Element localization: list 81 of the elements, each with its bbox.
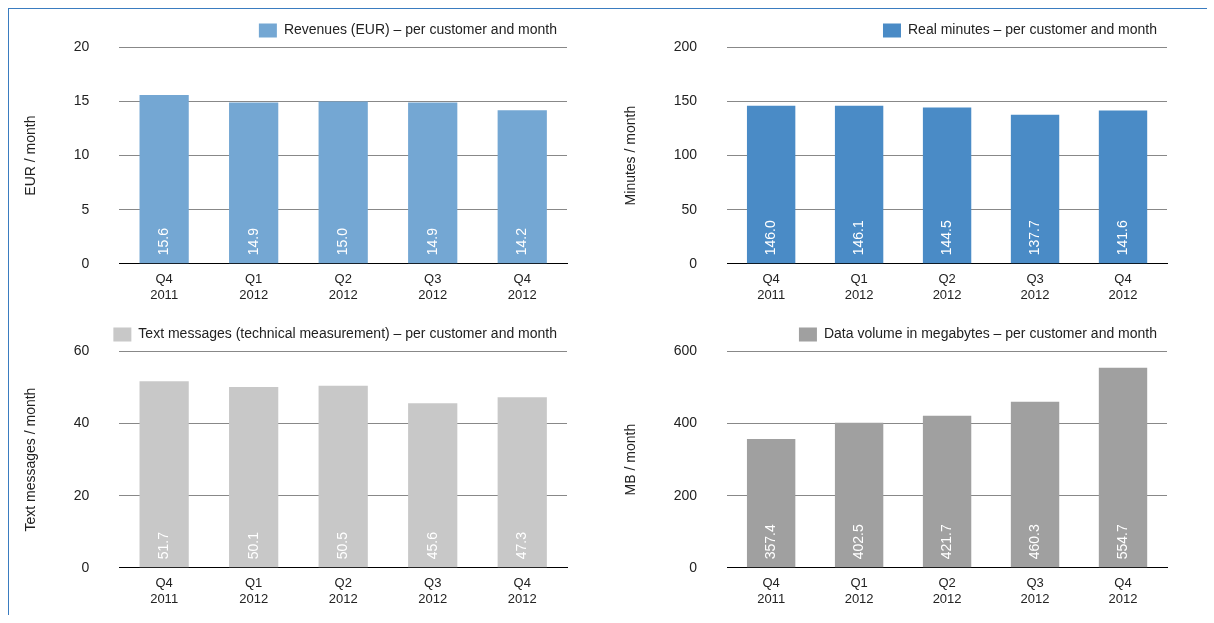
y-axis-title: Text messages / month — [22, 387, 39, 532]
data-label: 14.9 — [244, 227, 261, 256]
bar — [834, 105, 884, 264]
bar — [408, 102, 458, 264]
x-tick-label: Q3 2012 — [1020, 271, 1050, 302]
bar — [139, 95, 189, 264]
y-tick-label: 200 — [673, 486, 698, 503]
data-label: 14.9 — [423, 227, 440, 256]
y-tick-label: 15 — [73, 92, 90, 109]
bar — [497, 110, 547, 264]
y-tick-label: 150 — [673, 92, 698, 109]
data-label: 460.3 — [1025, 524, 1042, 560]
y-tick-label: 0 — [81, 558, 90, 575]
bar — [229, 387, 279, 568]
y-tick-label: 5 — [81, 200, 90, 217]
y-tick-label: 0 — [689, 254, 698, 271]
x-tick-label: Q2 2012 — [932, 271, 962, 302]
x-tick-label: Q3 2012 — [418, 271, 448, 302]
bar — [229, 102, 279, 264]
x-tick-label: Q1 2012 — [844, 575, 874, 606]
y-tick-label: 600 — [673, 342, 698, 359]
y-axis-title: EUR / month — [22, 115, 39, 196]
data-label: 554.7 — [1113, 524, 1130, 560]
data-label: 402.5 — [849, 524, 866, 560]
x-tick-label: Q2 2012 — [932, 575, 962, 606]
legend-label: Data volume in megabytes – per customer and month — [823, 325, 1157, 342]
data-label: 421.7 — [937, 524, 954, 560]
y-tick-label: 60 — [73, 342, 90, 359]
bar — [834, 422, 884, 568]
x-tick-label: Q2 2012 — [328, 271, 358, 302]
x-tick-label: Q4 2011 — [757, 575, 786, 606]
y-tick-label: 50 — [681, 200, 698, 217]
y-tick-label: 10 — [73, 146, 90, 163]
bar — [922, 415, 972, 568]
bar — [408, 403, 458, 568]
bar — [746, 438, 796, 568]
bar — [1010, 114, 1060, 264]
y-tick-label: 200 — [673, 38, 698, 55]
bar — [318, 385, 368, 568]
data-label: 14.2 — [513, 227, 530, 256]
x-tick-label: Q4 2011 — [757, 271, 786, 302]
y-tick-label: 400 — [673, 414, 698, 431]
data-label: 15.0 — [334, 227, 351, 256]
bar — [1098, 367, 1148, 568]
data-label: 144.5 — [937, 220, 954, 256]
bar — [497, 397, 547, 568]
x-tick-label: Q4 2011 — [150, 575, 179, 606]
data-label: 15.6 — [154, 227, 171, 256]
x-tick-label: Q3 2012 — [1020, 575, 1050, 606]
x-tick-label: Q4 2012 — [507, 575, 537, 606]
y-tick-label: 0 — [81, 254, 90, 271]
data-label: 146.1 — [849, 220, 866, 256]
x-tick-label: Q1 2012 — [239, 575, 269, 606]
y-tick-label: 0 — [689, 558, 698, 575]
x-tick-label: Q3 2012 — [418, 575, 448, 606]
x-tick-label: Q4 2012 — [507, 271, 537, 302]
data-label: 137.7 — [1025, 220, 1042, 256]
bar — [139, 381, 189, 568]
bar — [318, 101, 368, 264]
y-tick-label: 20 — [73, 486, 90, 503]
x-tick-label: Q4 2012 — [1108, 271, 1138, 302]
x-tick-label: Q1 2012 — [239, 271, 269, 302]
legend-label: Real minutes – per customer and month — [907, 21, 1157, 38]
x-tick-label: Q4 2011 — [150, 271, 179, 302]
bar — [922, 107, 972, 264]
x-tick-label: Q1 2012 — [844, 271, 874, 302]
bar — [1010, 401, 1060, 568]
bar — [746, 105, 796, 264]
data-label: 357.4 — [762, 524, 778, 560]
y-tick-label: 20 — [73, 38, 90, 55]
y-tick-label: 40 — [73, 414, 90, 431]
data-label: 141.6 — [1113, 220, 1130, 256]
y-axis-title: Minutes / month — [622, 105, 639, 206]
legend-label: Text messages (technical measurement) – per customer and month — [138, 325, 558, 342]
x-tick-label: Q2 2012 — [328, 575, 358, 606]
y-tick-label: 100 — [673, 146, 698, 163]
data-label: 146.0 — [762, 220, 778, 256]
y-axis-title: MB / month — [622, 423, 639, 496]
bar — [1098, 110, 1148, 264]
legend-label: Revenues (EUR) – per customer and month — [283, 21, 557, 38]
x-tick-label: Q4 2012 — [1108, 575, 1138, 606]
